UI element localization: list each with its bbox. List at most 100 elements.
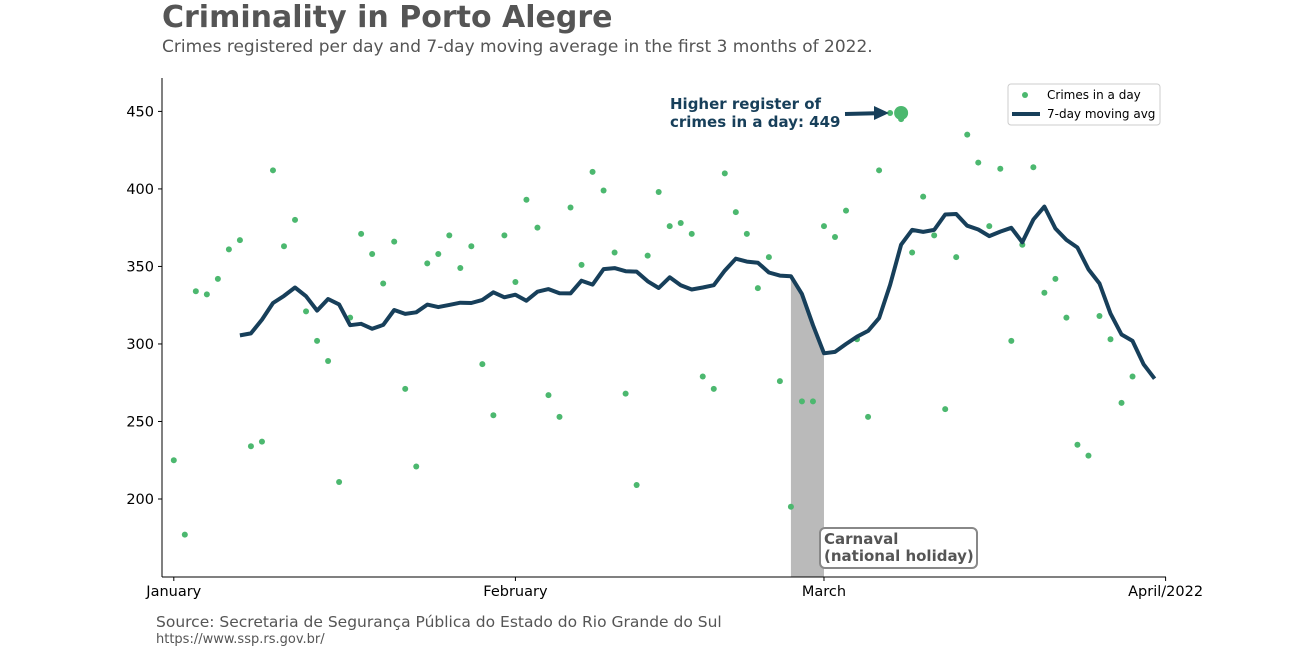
crimes-point bbox=[754, 285, 761, 292]
crimes-point bbox=[1041, 289, 1048, 296]
legend-label-scatter: Crimes in a day bbox=[1047, 88, 1141, 102]
crimes-point bbox=[1118, 399, 1125, 406]
legend-scatter-marker bbox=[1022, 92, 1028, 98]
crimes-point bbox=[655, 189, 662, 196]
crimes-point bbox=[666, 223, 673, 230]
crimes-point bbox=[765, 254, 772, 261]
crimes-point bbox=[975, 159, 982, 166]
crimes-point bbox=[699, 373, 706, 380]
y-tick-label: 400 bbox=[126, 182, 154, 198]
source-note: Source: Secretaria de Segurança Pública … bbox=[156, 613, 722, 631]
crimes-point bbox=[380, 280, 387, 287]
crimes-point bbox=[578, 261, 585, 268]
x-tick-label: March bbox=[802, 584, 846, 600]
crimes-point bbox=[832, 233, 838, 240]
crimes-point bbox=[424, 260, 431, 267]
crimes-point bbox=[909, 249, 916, 256]
crimes-point bbox=[325, 358, 332, 365]
crimes-point bbox=[192, 288, 199, 295]
crimes-point bbox=[247, 443, 254, 450]
crimes-point bbox=[611, 249, 618, 256]
crimes-point bbox=[1008, 337, 1015, 344]
crimes-point bbox=[1096, 313, 1103, 320]
y-tick-label: 300 bbox=[126, 337, 154, 353]
crimes-point bbox=[556, 413, 563, 420]
crimes-point bbox=[468, 243, 475, 250]
legend-box bbox=[1007, 83, 1161, 126]
y-tick-label: 250 bbox=[126, 414, 154, 430]
crimes-point bbox=[545, 392, 552, 399]
crimes-point bbox=[303, 308, 310, 315]
carnaval-label-line2: (national holiday) bbox=[824, 547, 974, 565]
crimes-point bbox=[292, 216, 299, 223]
crimes-point bbox=[336, 478, 343, 485]
crimes-point bbox=[953, 254, 960, 261]
crimes-point bbox=[600, 187, 607, 194]
crimes-point bbox=[281, 243, 287, 250]
crimes-point bbox=[743, 230, 750, 237]
carnaval-shade bbox=[790, 276, 824, 577]
crimes-point bbox=[214, 275, 221, 282]
crimes-point bbox=[523, 196, 530, 203]
crimes-point bbox=[413, 463, 420, 470]
crimes-point bbox=[269, 167, 276, 174]
crimes-point bbox=[798, 398, 805, 405]
crimes-point bbox=[236, 237, 243, 244]
crimes-point bbox=[1030, 164, 1037, 171]
max-annotation-line2: crimes in a day: 449 bbox=[670, 113, 840, 131]
moving-average-line bbox=[239, 204, 1157, 380]
crimes-point bbox=[358, 230, 365, 237]
crimes-point bbox=[997, 165, 1004, 172]
crimes-point bbox=[1129, 373, 1136, 380]
y-tick-label: 450 bbox=[126, 104, 154, 120]
crimes-point bbox=[589, 168, 596, 175]
crimes-point bbox=[457, 264, 464, 271]
crimes-point bbox=[1074, 441, 1081, 448]
crimes-point bbox=[1085, 452, 1092, 459]
crimes-point bbox=[820, 223, 827, 230]
crimes-point bbox=[391, 238, 398, 245]
crimes-point bbox=[787, 503, 794, 510]
crimes-point bbox=[776, 378, 783, 385]
max-point-highlight bbox=[894, 105, 909, 120]
crimes-point bbox=[1063, 314, 1070, 321]
chart-title: Criminality in Porto Alegre bbox=[162, 0, 613, 35]
chart-subtitle: Crimes registered per day and 7-day movi… bbox=[162, 37, 873, 57]
crimes-point bbox=[964, 131, 971, 138]
crimes-point bbox=[710, 385, 717, 392]
source-url: https://www.ssp.rs.gov.br/ bbox=[156, 632, 325, 647]
crimes-point bbox=[644, 252, 651, 259]
crimes-point bbox=[1107, 336, 1114, 343]
crimes-point bbox=[435, 251, 442, 258]
x-tick-label: February bbox=[483, 584, 548, 600]
crimes-point bbox=[203, 291, 210, 298]
crimes-point bbox=[479, 361, 486, 368]
crimes-point bbox=[402, 385, 409, 392]
crimes-point bbox=[986, 223, 993, 230]
crimes-point bbox=[633, 482, 640, 489]
legend-label-line: 7-day moving avg bbox=[1047, 107, 1155, 121]
crimes-point bbox=[876, 167, 883, 174]
max-annotation-arrow-shaft bbox=[844, 111, 877, 116]
crimes-point bbox=[534, 224, 541, 231]
crimes-point bbox=[314, 337, 321, 344]
crimes-point bbox=[567, 204, 574, 211]
max-annotation-arrow-head bbox=[874, 106, 889, 120]
crimes-point bbox=[622, 390, 629, 397]
crimes-point bbox=[501, 232, 508, 239]
crimes-point bbox=[170, 457, 177, 464]
crimes-point bbox=[258, 438, 265, 445]
crimes-point bbox=[446, 232, 453, 239]
y-tick-label: 350 bbox=[126, 259, 154, 275]
y-tick-label: 200 bbox=[126, 492, 154, 508]
crimes-point bbox=[843, 207, 850, 214]
crimes-point bbox=[369, 251, 376, 258]
crimes-point bbox=[865, 413, 872, 420]
crimes-point bbox=[181, 531, 188, 538]
crimes-point bbox=[931, 232, 938, 239]
crimes-point bbox=[721, 170, 728, 177]
crimes-point bbox=[942, 406, 949, 413]
crimes-point bbox=[225, 246, 232, 253]
crimes-point bbox=[887, 109, 894, 116]
